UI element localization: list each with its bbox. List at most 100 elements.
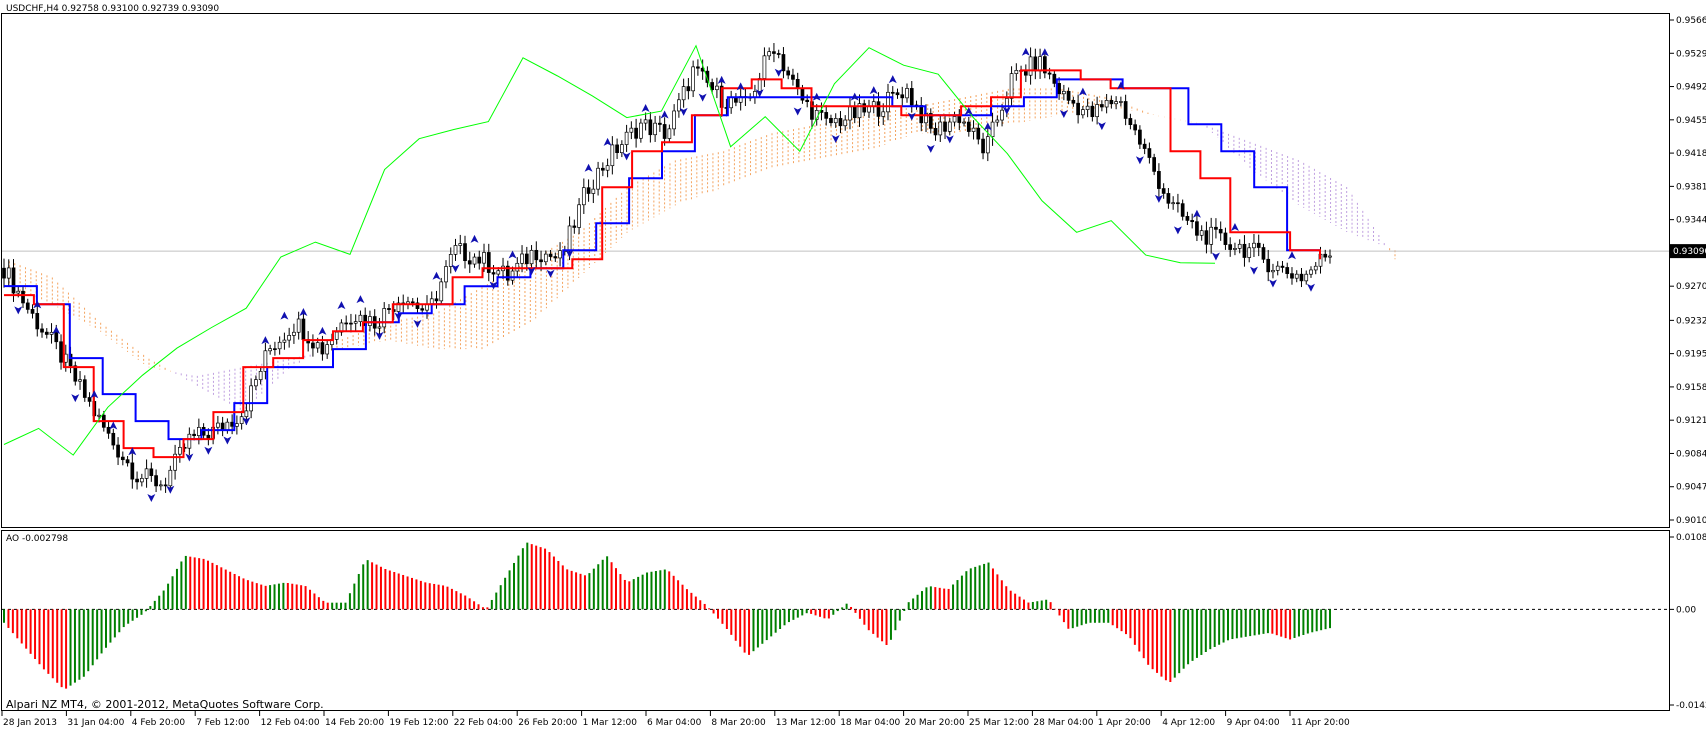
candle-body [311, 342, 315, 349]
candle-body [1133, 124, 1137, 131]
candle-body [686, 86, 691, 92]
candle-body [1313, 265, 1318, 271]
time-axis-label: 18 Mar 04:00 [840, 718, 900, 728]
candle-body [1285, 267, 1290, 274]
candle-body [871, 101, 876, 107]
candle-body [615, 144, 619, 154]
candle-body [852, 106, 857, 119]
candle-body [358, 314, 363, 322]
fractal-up-arrow [641, 104, 650, 113]
candle-body [139, 478, 144, 483]
candle-body [1195, 221, 1199, 236]
candle-body [933, 128, 938, 136]
candle-body [1180, 203, 1185, 217]
candle-body [581, 187, 586, 206]
fractal-up-arrow [717, 75, 726, 84]
fractal-down-arrow [14, 306, 23, 315]
candle-body [1014, 70, 1019, 74]
fractal-down-arrow [565, 249, 574, 258]
candle-body [1233, 248, 1237, 250]
ao-axis-label: 0.00 [1676, 605, 1696, 615]
candle-body [453, 245, 458, 255]
candle-body [681, 86, 686, 101]
fractal-down-arrow [147, 494, 156, 503]
fractal-up-arrow [33, 300, 42, 309]
candle-body [467, 260, 472, 265]
time-axis-label: 4 Feb 20:00 [132, 718, 186, 728]
chikou-span-line [3, 44, 1216, 456]
candle-body [173, 453, 177, 471]
candle-body [21, 290, 25, 304]
copyright-text: Alpari NZ MT4, © 2001-2012, MetaQuotes S… [6, 698, 324, 711]
ao-axis-label: -0.01427 [1676, 701, 1706, 711]
candle-body [1266, 258, 1271, 273]
candle-body [1190, 220, 1195, 223]
candle-body [895, 92, 900, 96]
fractal-down-arrow [907, 112, 916, 121]
candle-body [1280, 265, 1285, 268]
candle-body [1214, 226, 1218, 230]
candle-body [710, 82, 715, 91]
time-axis-label: 20 Mar 20:00 [905, 718, 965, 728]
fractal-up-arrow [1078, 87, 1087, 96]
fractal-down-arrow [1173, 226, 1182, 235]
fractal-up-arrow [1287, 251, 1296, 260]
candle-body [296, 318, 301, 333]
candle-body [315, 342, 320, 349]
candle-body [477, 256, 482, 264]
fractal-down-arrow [1306, 283, 1315, 292]
candle-body [829, 117, 833, 124]
candle-body [838, 118, 843, 127]
candle-body [824, 112, 829, 119]
candle-body [515, 262, 520, 272]
candle-body [596, 167, 600, 190]
candle-body [1033, 56, 1038, 72]
candle-body [658, 122, 662, 125]
candle-body [1047, 72, 1052, 75]
candle-body [1076, 102, 1080, 116]
candle-body [577, 204, 581, 228]
candle-body [6, 267, 11, 279]
candle-body [25, 302, 30, 310]
fractal-down-arrow [698, 93, 707, 102]
fractal-up-arrow [1021, 47, 1030, 56]
candle-body [776, 53, 781, 55]
candle-body [881, 111, 886, 117]
candle-body [677, 99, 681, 112]
time-axis-label: 13 Mar 12:00 [776, 718, 836, 728]
candle-body [463, 243, 467, 262]
candle-body [235, 423, 239, 427]
candle-body [1299, 273, 1304, 282]
time-axis-label: 7 Feb 12:00 [196, 718, 250, 728]
time-axis-label: 22 Feb 04:00 [454, 718, 513, 728]
candle-body [791, 74, 795, 80]
candle-body [876, 101, 881, 117]
candle-body [1138, 129, 1142, 145]
candle-body [653, 122, 657, 136]
candle-body [795, 78, 800, 89]
time-axis-label: 1 Mar 12:00 [583, 718, 638, 728]
candle-body [448, 254, 453, 267]
candle-body [177, 446, 182, 455]
candle-body [491, 272, 496, 275]
candle-body [1328, 255, 1332, 258]
candle-body [216, 422, 220, 428]
fractal-up-arrow [660, 110, 669, 119]
candle-body [510, 270, 515, 281]
candle-body [1204, 230, 1209, 245]
candle-body [966, 121, 971, 132]
candle-body [125, 459, 130, 464]
candle-body [239, 416, 244, 424]
fractal-up-arrow [280, 311, 289, 320]
candle-body [762, 55, 767, 79]
fractal-up-arrow [736, 82, 745, 91]
candle-body [144, 468, 149, 479]
candle-body [529, 249, 534, 265]
candle-body [382, 308, 387, 328]
candle-body [1038, 56, 1042, 72]
candle-body [1309, 269, 1313, 275]
